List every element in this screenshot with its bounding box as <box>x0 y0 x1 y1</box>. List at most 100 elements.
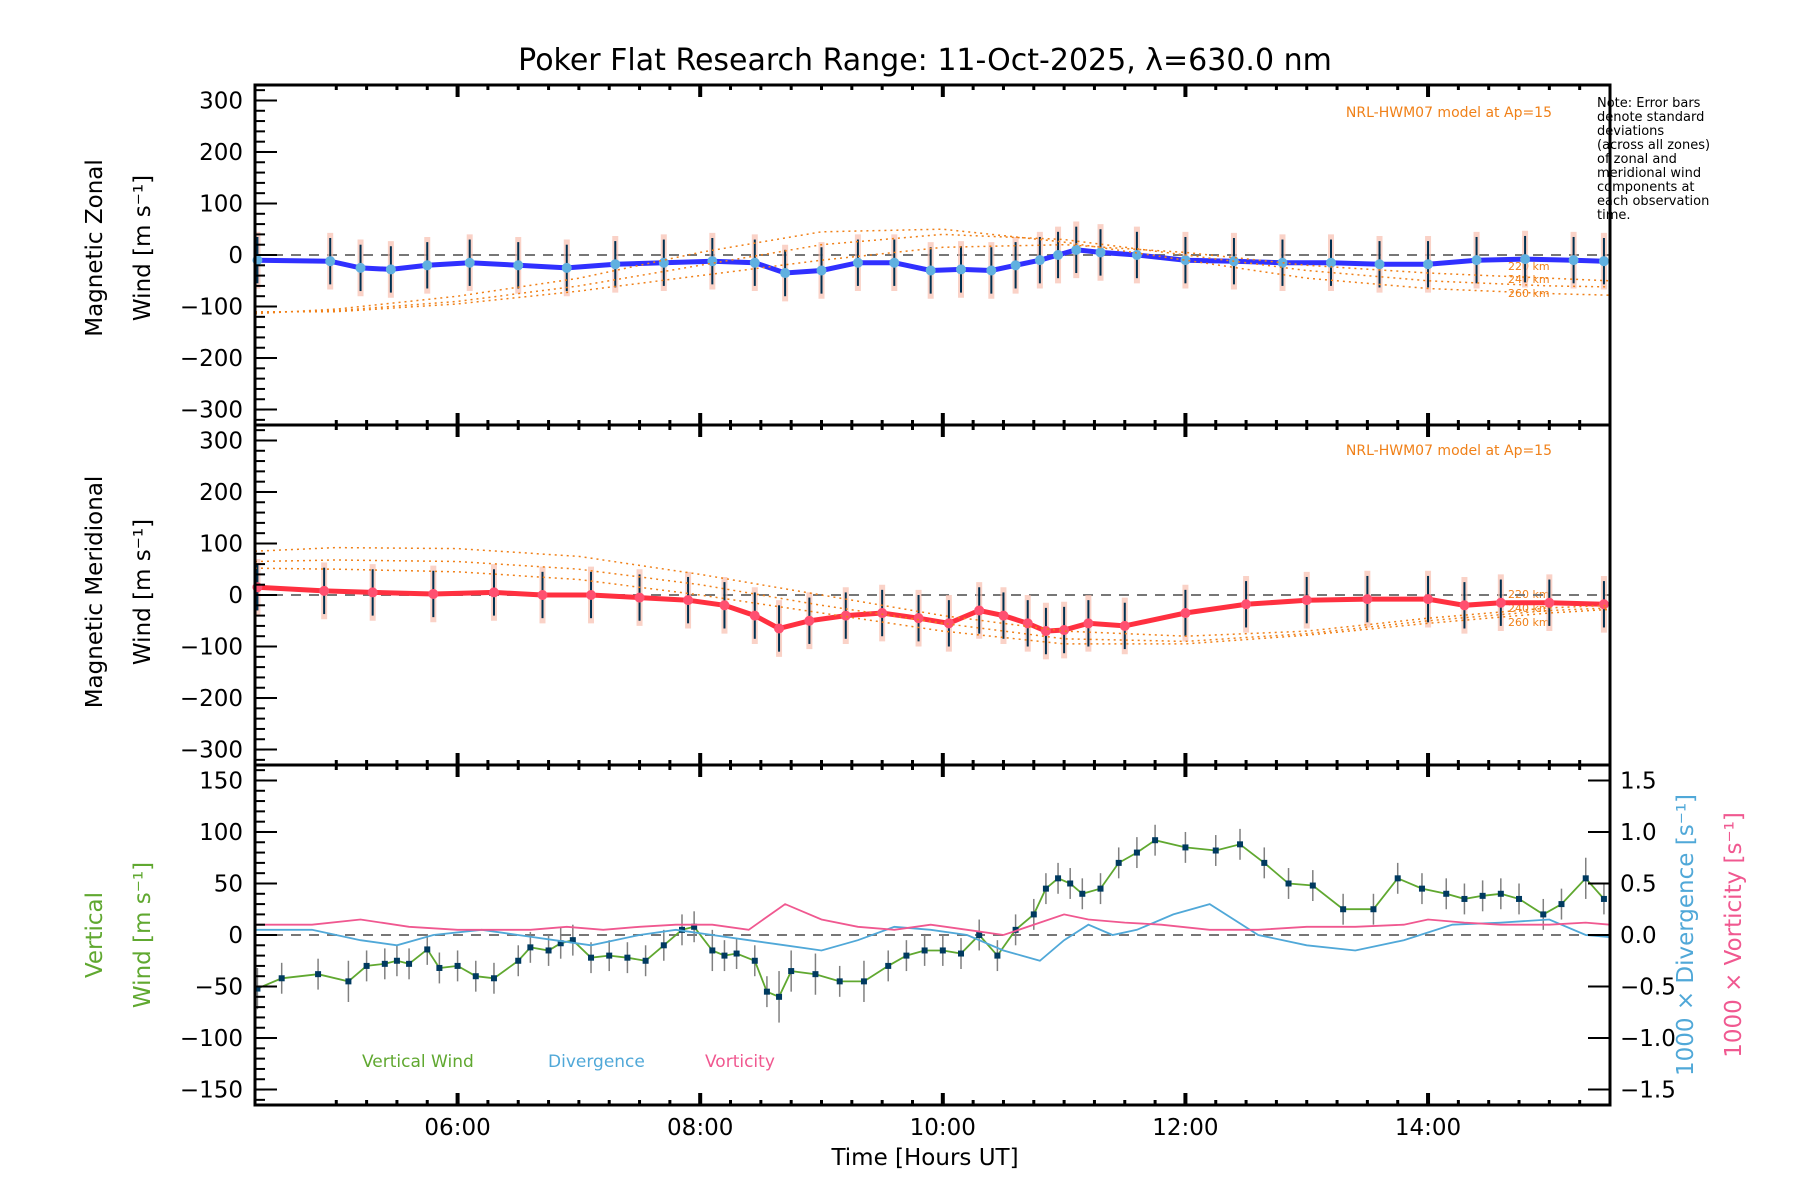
data-point <box>1133 849 1140 856</box>
data-point <box>1034 255 1045 266</box>
data-point <box>561 262 572 273</box>
data-point <box>1540 911 1547 918</box>
note-line: denote standard <box>1597 110 1704 125</box>
x-axis-label: Time [Hours UT] <box>830 1145 1018 1171</box>
data-point <box>1418 885 1425 892</box>
data-point <box>1516 895 1523 902</box>
y-tick-label: 100 <box>199 820 243 846</box>
data-point <box>393 957 400 964</box>
meridional-model-label: NRL-HWM07 model at Ap=15 <box>1346 443 1552 459</box>
data-point <box>913 613 924 624</box>
data-point <box>836 978 843 985</box>
data-point <box>1443 890 1450 897</box>
data-point <box>1053 250 1064 260</box>
vertical-ylabel-line2: Wind [m s⁻¹] <box>130 862 156 1008</box>
zonal-panel: Magnetic Zonal Wind [m s⁻¹] NRL-HWM07 mo… <box>82 105 1552 337</box>
data-point <box>903 952 910 959</box>
y-tick-label: 300 <box>199 88 243 114</box>
data-point <box>885 962 892 969</box>
data-point <box>1079 890 1086 897</box>
x-tick-label: 08:00 <box>667 1115 733 1141</box>
data-point <box>1010 260 1021 271</box>
zonal-ylabel-line2: Wind [m s⁻¹] <box>130 175 156 321</box>
data-point <box>763 988 770 995</box>
data-point <box>1598 599 1609 610</box>
data-point <box>986 265 997 276</box>
data-point <box>1083 618 1094 629</box>
legend-vertical-wind: Vertical Wind <box>362 1052 474 1072</box>
data-point <box>428 588 439 599</box>
data-point <box>1180 608 1191 619</box>
note-line: deviations <box>1597 124 1664 139</box>
data-point <box>709 947 716 954</box>
data-point <box>921 947 928 954</box>
chart-marks: −300 −200 −100 0 100 200 300 −300 −200 −100 0 100 20… <box>180 83 1676 1141</box>
data-point <box>1067 880 1074 887</box>
y-tick-label: −200 <box>180 686 243 712</box>
series-divergence <box>255 903 1611 962</box>
data-point <box>1544 597 1555 608</box>
data-point <box>877 608 888 619</box>
y-tick-label: −300 <box>180 738 243 764</box>
note-line: Note: Error bars <box>1597 96 1701 111</box>
y-tick-label: −100 <box>180 1026 243 1052</box>
data-point <box>642 957 649 964</box>
data-point <box>1152 837 1159 844</box>
data-point <box>1479 892 1486 899</box>
y-right-tick-label: −1.5 <box>1620 1078 1676 1104</box>
data-point <box>812 971 819 978</box>
data-point <box>998 610 1009 621</box>
data-point <box>1325 257 1336 268</box>
data-point <box>363 962 370 969</box>
data-point <box>658 257 669 268</box>
y-tick-label: 100 <box>199 531 243 557</box>
data-point <box>1042 885 1049 892</box>
data-point <box>939 947 946 954</box>
data-point <box>956 264 967 275</box>
data-point <box>774 623 785 634</box>
data-point <box>889 257 900 268</box>
data-point <box>1237 841 1244 848</box>
data-point <box>1241 599 1252 610</box>
x-tick-label: 12:00 <box>1152 1115 1218 1141</box>
data-point <box>852 257 863 268</box>
y-right-tick-label: −1.0 <box>1620 1026 1676 1052</box>
data-point <box>1071 244 1082 255</box>
data-point <box>1340 906 1347 913</box>
data-point <box>527 944 534 951</box>
data-point <box>1394 875 1401 882</box>
note-line: components at <box>1597 180 1695 195</box>
data-point <box>1012 926 1019 933</box>
data-point <box>254 985 261 992</box>
data-point <box>976 932 983 938</box>
data-point <box>1374 259 1385 270</box>
data-point <box>925 265 936 276</box>
meridional-alt-label: 260 km <box>1508 616 1550 629</box>
data-point <box>381 960 388 967</box>
data-point <box>776 993 783 1000</box>
data-point <box>1180 255 1191 266</box>
y-tick-label: 0 <box>228 583 243 609</box>
data-point <box>1119 620 1130 631</box>
chart-title: Poker Flat Research Range: 11-Oct-2025, … <box>518 43 1332 78</box>
note-line: of zonal and <box>1597 152 1677 167</box>
data-point <box>634 592 645 603</box>
data-point <box>537 590 548 600</box>
data-point <box>660 942 667 949</box>
y-right-tick-label: 0.5 <box>1620 871 1657 897</box>
data-point <box>1022 618 1033 629</box>
data-point <box>860 978 867 985</box>
data-point <box>1495 597 1506 608</box>
y-tick-label: −50 <box>194 975 243 1001</box>
data-point <box>707 256 718 267</box>
data-point <box>606 952 613 959</box>
data-point <box>385 264 396 275</box>
vertical-panel: Vertical Wind [m s⁻¹] 1000 × Divergence … <box>82 794 1747 1171</box>
y-right-tick-label: 1.0 <box>1620 820 1657 846</box>
y-tick-label: 150 <box>199 768 243 794</box>
vertical-ylabel-line1: Vertical <box>82 892 108 978</box>
data-point <box>515 957 522 964</box>
data-point <box>719 600 730 611</box>
data-point <box>683 595 694 606</box>
